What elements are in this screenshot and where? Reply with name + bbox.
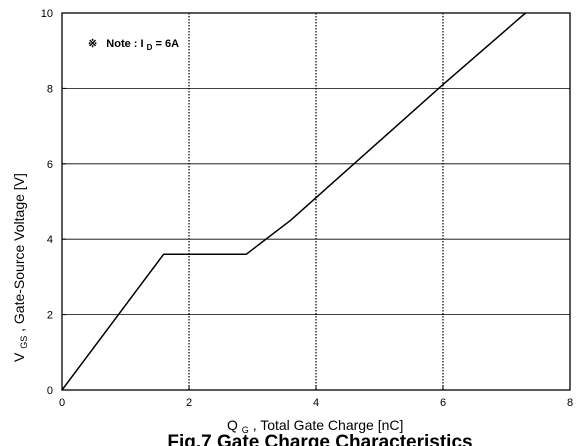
note-symbol: ※ [88, 38, 97, 50]
note-suffix: = 6A [155, 38, 179, 50]
y-axis-label-sub: GS [19, 336, 29, 349]
grid-lines [62, 13, 570, 390]
note-annotation: ※ Note : I D = 6A [88, 38, 179, 53]
y-axis-label: V GS , Gate-Source Voltage [V] [11, 173, 30, 362]
y-tick-label-10: 10 [41, 8, 53, 20]
note-prefix: Note : I [106, 38, 143, 50]
y-tick-label-2: 2 [47, 310, 53, 322]
chart-title: Fig.7 Gate Charge Characteristics [167, 432, 472, 446]
note-subscript: D [147, 43, 153, 52]
x-tick-label-8: 8 [567, 397, 573, 409]
series-layer [61, 12, 526, 391]
y-tick-label-0: 0 [47, 385, 53, 397]
y-axis-label-rest: , Gate-Source Voltage [V] [11, 173, 27, 332]
series-line-0 [61, 12, 526, 391]
plot-frame [61, 12, 571, 391]
x-tick-label-6: 6 [440, 397, 446, 409]
x-axis-label-main: Q [227, 417, 238, 433]
x-axis-label: Q G , Total Gate Charge [nC] [227, 417, 403, 436]
x-tick-label-2: 2 [186, 397, 192, 409]
y-axis-label-main: V [11, 352, 27, 362]
tick-labels: 0 2 4 6 8 0 2 4 6 8 10 [41, 8, 573, 409]
x-axis-label-rest: , Total Gate Charge [nC] [253, 417, 404, 433]
x-axis-label-sub: G [242, 425, 249, 435]
y-tick-label-8: 8 [47, 83, 53, 95]
y-tick-label-4: 4 [47, 234, 53, 246]
x-tick-label-0: 0 [59, 397, 65, 409]
x-tick-label-4: 4 [313, 397, 319, 409]
y-tick-label-6: 6 [47, 159, 53, 171]
